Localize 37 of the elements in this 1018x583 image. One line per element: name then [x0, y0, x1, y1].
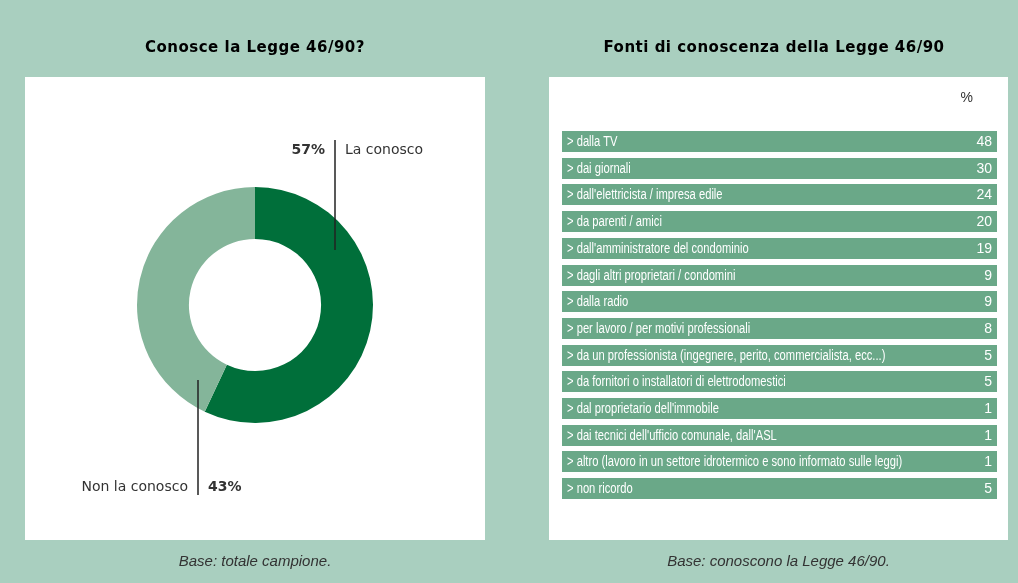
category-label: > dai tecnici dell'ufficio comunale, dall'ASL [567, 425, 777, 445]
category-label: > per lavoro / per motivi professionali [567, 318, 751, 338]
text: Base: totale campione. [177, 552, 333, 569]
category-label: > da fornitori o installatori di elettrodomestici [567, 372, 786, 392]
data-label: 20 [976, 212, 992, 232]
data-label: 43% [208, 477, 242, 494]
data-label: 19 [976, 238, 992, 258]
category-label: > dagli altri proprietari / condomini [567, 265, 736, 285]
category-label: > dal proprietario dell'immobile [567, 399, 719, 418]
slice-label: Non la conosco [81, 477, 188, 494]
data-label: 5 [984, 345, 992, 365]
category-label: > dai giornali [567, 158, 631, 178]
data-label: 5 [984, 479, 992, 499]
data-label: 1 [984, 399, 992, 418]
category-label: > dall'amministratore del condominio [567, 238, 749, 258]
category-label: > da parenti / amici [567, 212, 662, 232]
data-label: 30 [976, 158, 992, 178]
category-label: > da un professionista (ingegnere, perito, commercialista, ecc...) [567, 345, 886, 365]
category-label: > dall'elettricista / impresa edile [567, 185, 723, 205]
data-label: 8 [984, 318, 992, 338]
data-label: 57% [291, 140, 325, 157]
chart-title: Conosce la Legge 46/90? [144, 38, 366, 56]
text: Fonti di conoscenza della Legge 46/90 [602, 38, 946, 56]
data-label: 48 [976, 132, 992, 151]
data-label: 9 [984, 292, 992, 312]
data-label: 24 [976, 185, 992, 205]
data-label: 5 [984, 372, 992, 392]
data-label: 1 [984, 425, 992, 445]
data-label: 1 [984, 452, 992, 472]
category-label: > dalla TV [567, 132, 618, 151]
text: % [960, 89, 973, 105]
data-label: 9 [984, 265, 992, 285]
category-label: > non ricordo [567, 479, 633, 499]
slice-label: La conosco [345, 140, 424, 157]
category-label: > dalla radio [567, 292, 629, 312]
text: Base: conoscono la Legge 46/90. [666, 552, 891, 569]
category-label: > altro (lavoro in un settore idrotermico e sono informato sulle leggi) [567, 452, 903, 472]
